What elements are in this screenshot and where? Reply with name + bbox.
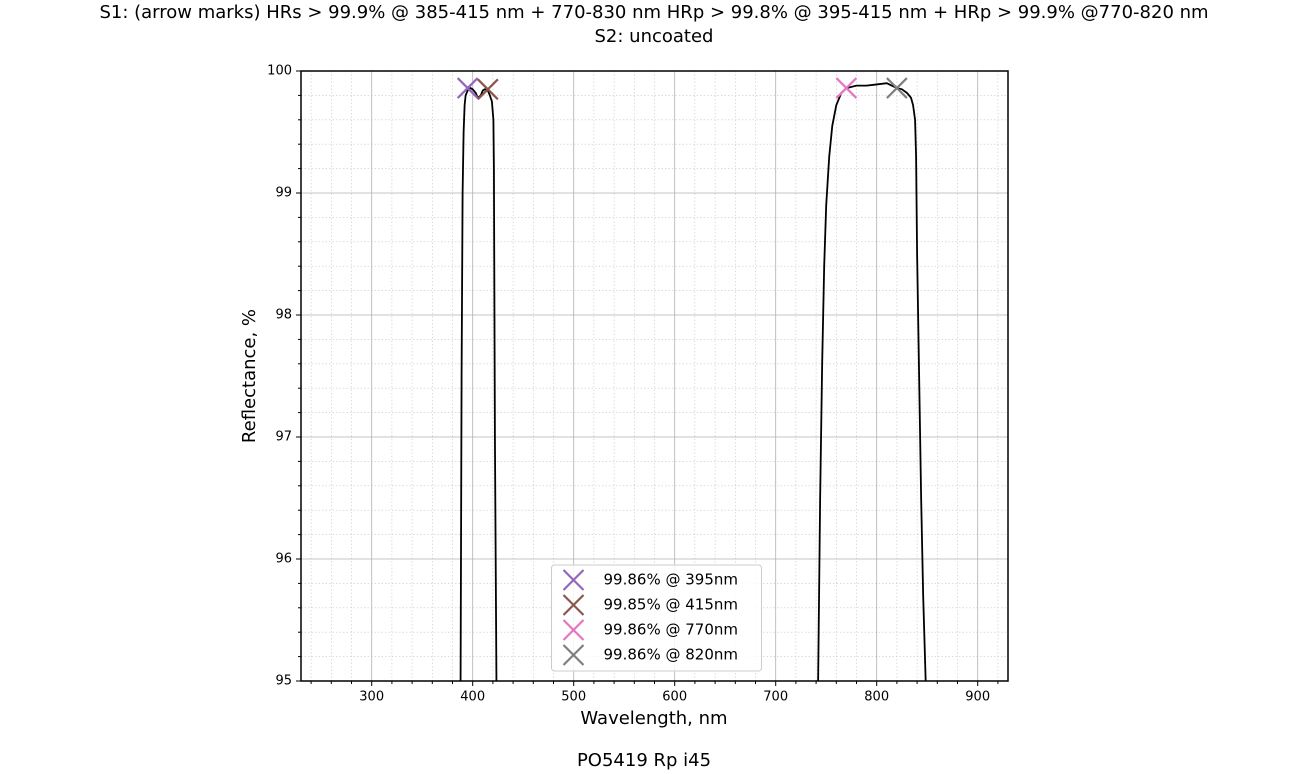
y-axis-label: Reflectance, %: [239, 309, 260, 443]
x-tick-label: 700: [763, 690, 788, 705]
marker: [456, 77, 479, 99]
legend-marker: [562, 569, 585, 591]
legend-marker: [562, 594, 585, 616]
legend-label: 99.86% @ 395nm: [604, 571, 738, 589]
x-tick-label: 600: [662, 690, 687, 705]
legend-label: 99.86% @ 820nm: [604, 646, 738, 664]
marker: [477, 78, 499, 101]
y-tick-label: 97: [275, 430, 292, 445]
legend-box: [551, 564, 762, 672]
y-tick-label: 96: [275, 552, 292, 567]
caption: PO5419 Rp i45: [577, 750, 711, 771]
legend-label: 99.86% @ 770nm: [604, 621, 738, 639]
legend-marker: [562, 619, 585, 641]
y-tick-label: 98: [275, 308, 292, 323]
x-axis-label: Wavelength, nm: [580, 708, 727, 729]
x-tick-label: 500: [561, 690, 586, 705]
x-tick-label: 300: [359, 690, 384, 705]
legend-marker: [562, 644, 585, 666]
y-tick-label: 95: [275, 674, 292, 689]
chart-subtitle: S2: uncoated: [595, 26, 714, 47]
plot-frame: [300, 70, 1009, 682]
x-tick-label: 800: [864, 690, 889, 705]
legend-label: 99.85% @ 415nm: [604, 596, 738, 614]
x-tick-label: 900: [965, 690, 990, 705]
x-tick-label: 400: [460, 690, 485, 705]
y-tick-label: 99: [275, 186, 292, 201]
chart-title: S1: (arrow marks) HRs > 99.9% @ 385-415 …: [99, 2, 1208, 23]
marker: [886, 77, 908, 99]
y-tick-label: 100: [267, 64, 292, 79]
marker: [835, 77, 858, 99]
